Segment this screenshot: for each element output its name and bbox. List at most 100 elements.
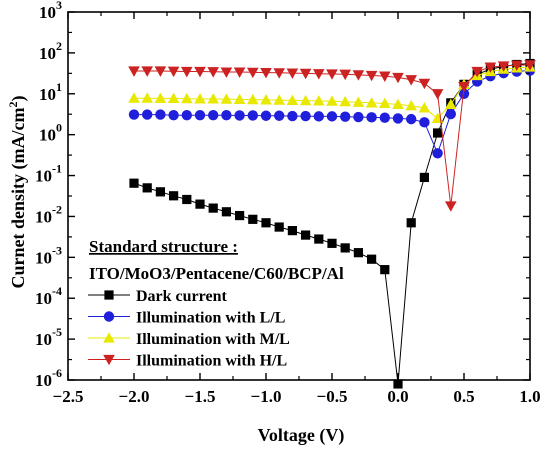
data-point — [352, 96, 365, 107]
data-point — [392, 72, 404, 84]
legend-entry: Illumination with M/L — [88, 331, 290, 348]
data-point — [313, 69, 325, 80]
y-axis-title-main: Curnet density (mA/cm — [8, 108, 29, 289]
data-point — [418, 78, 431, 90]
data-point — [405, 99, 417, 111]
legend-marker — [104, 290, 114, 300]
x-tick-label: 0.5 — [453, 387, 474, 406]
y-axis-title-end: ) — [8, 96, 29, 102]
data-point — [299, 94, 312, 106]
series-2 — [128, 65, 536, 159]
data-point — [182, 194, 192, 205]
data-point — [300, 110, 311, 122]
x-axis-title: Voltage (V) — [258, 425, 345, 446]
legend-marker — [103, 354, 115, 366]
data-point — [247, 67, 259, 79]
data-point — [247, 93, 259, 105]
data-point — [326, 95, 338, 106]
data-point — [221, 207, 231, 217]
data-point — [326, 69, 338, 80]
y-tick-label: 103 — [39, 0, 62, 22]
data-point — [195, 199, 205, 209]
data-point — [406, 218, 416, 228]
x-tick-label: −2.5 — [53, 387, 84, 406]
y-tick-label: 10-1 — [35, 162, 62, 186]
data-point — [194, 66, 206, 78]
data-point — [313, 111, 324, 122]
data-point — [445, 108, 456, 120]
data-point — [327, 238, 337, 248]
data-point — [406, 113, 417, 125]
series-line — [134, 64, 531, 207]
legend-label: Dark current — [136, 288, 227, 305]
data-point — [154, 66, 167, 77]
data-point — [181, 66, 193, 78]
x-tick-label: 0.0 — [387, 387, 408, 406]
y-tick-label: 10-2 — [35, 202, 62, 226]
data-point — [419, 172, 429, 183]
data-point — [261, 218, 271, 228]
data-point — [247, 110, 258, 121]
data-point — [445, 98, 457, 109]
data-point — [169, 191, 179, 201]
data-point — [405, 75, 417, 86]
annotation-title: Standard structure : — [89, 237, 238, 256]
data-point — [260, 94, 272, 105]
legend-marker — [103, 311, 115, 322]
data-point — [234, 110, 245, 121]
x-tick-label: −1.0 — [251, 387, 282, 406]
y-tick-label: 10-4 — [35, 284, 62, 308]
data-point — [366, 112, 377, 123]
data-point — [379, 97, 391, 109]
data-point — [314, 234, 324, 244]
data-point — [286, 94, 299, 105]
data-point — [142, 109, 153, 120]
data-point — [248, 214, 258, 224]
data-point — [274, 222, 284, 232]
legend-label: Illumination with H/L — [136, 353, 287, 370]
data-point — [484, 62, 497, 73]
data-point — [141, 66, 153, 77]
data-point — [274, 110, 285, 121]
annotation-subtitle: ITO/MoO3/Pentacene/C60/BCP/Al — [89, 264, 344, 283]
data-point — [287, 110, 298, 122]
data-point — [353, 248, 363, 258]
data-point — [142, 183, 152, 193]
data-point — [181, 109, 192, 121]
legend-entry: Illumination with H/L — [88, 353, 287, 370]
y-axis-title-sup: 2 — [6, 102, 20, 108]
data-point — [299, 68, 312, 80]
data-point — [208, 203, 218, 213]
data-point — [235, 210, 245, 221]
data-point — [497, 61, 510, 72]
data-point — [367, 254, 377, 264]
y-tick-label: 10-5 — [35, 325, 62, 349]
legend-label: Illumination with M/L — [136, 331, 290, 348]
data-point — [220, 67, 233, 78]
data-point — [471, 66, 483, 78]
x-tick-label: −1.5 — [185, 387, 216, 406]
data-point — [154, 92, 167, 104]
data-point — [340, 243, 350, 253]
data-point — [379, 112, 390, 123]
data-point — [220, 93, 233, 104]
y-tick-label: 10-3 — [35, 243, 62, 267]
data-point — [511, 60, 523, 71]
legend-entry: Illumination with L/L — [88, 310, 285, 327]
data-point — [141, 92, 153, 103]
data-point — [233, 93, 246, 104]
data-point — [352, 70, 365, 81]
data-point — [379, 71, 391, 82]
data-point — [168, 109, 179, 121]
y-axis-title: Curnet density (mA/cm2) — [6, 96, 29, 289]
data-point — [419, 117, 430, 128]
data-point — [260, 67, 272, 79]
data-point — [207, 93, 219, 104]
data-point — [207, 67, 219, 78]
data-point — [301, 230, 311, 240]
data-point — [353, 111, 364, 123]
data-point — [418, 102, 431, 113]
data-point — [221, 109, 232, 121]
data-point — [194, 109, 206, 121]
x-tick-label: 1.0 — [519, 387, 540, 406]
